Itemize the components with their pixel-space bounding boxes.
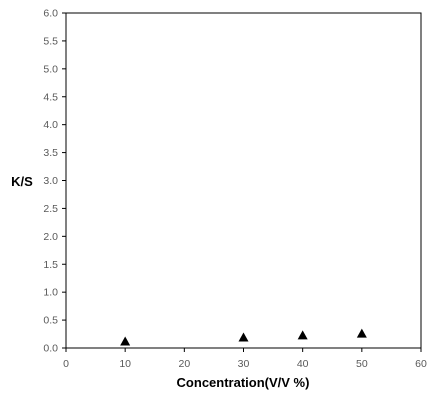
y-tick-label: 4.0 <box>43 119 58 131</box>
x-tick-label: 10 <box>119 358 131 370</box>
plot-area <box>65 12 422 349</box>
y-tick-label: 2.0 <box>43 231 58 243</box>
x-tick-label: 40 <box>297 358 309 370</box>
y-tick-label: 5.5 <box>43 35 58 47</box>
y-tick-label: 3.5 <box>43 147 58 159</box>
x-axis-title: Concentration(V/V %) <box>177 375 310 390</box>
x-axis: 0 10 20 30 40 50 60 <box>63 348 427 370</box>
y-tick-label: 4.5 <box>43 91 58 103</box>
plot-frame <box>65 12 422 349</box>
data-point-triangle <box>120 336 131 346</box>
y-tick-label: 3.0 <box>43 175 58 187</box>
y-tick-label: 6.0 <box>43 8 58 20</box>
x-tick-label: 0 <box>63 358 69 370</box>
x-tick-label: 30 <box>238 358 250 370</box>
x-tick-label: 20 <box>178 358 190 370</box>
y-tick-label: 2.5 <box>43 203 58 215</box>
data-point-triangle <box>238 332 249 342</box>
y-axis: 0.0 0.5 1.0 1.5 2.0 2.5 3.0 3.5 4.0 4.5 5.0 5.5 6.0 <box>43 8 66 355</box>
y-tick-label: 0.0 <box>43 343 58 355</box>
y-tick-label: 5.0 <box>43 63 58 75</box>
x-tick-label: 60 <box>415 358 427 370</box>
data-points <box>120 328 367 346</box>
y-tick-label: 0.5 <box>43 315 58 327</box>
data-point-triangle <box>297 330 308 340</box>
y-tick-label: 1.5 <box>43 259 58 271</box>
data-point-triangle <box>356 328 367 338</box>
x-tick-label: 50 <box>356 358 368 370</box>
y-tick-label: 1.0 <box>43 287 58 299</box>
y-axis-title: K/S <box>11 174 33 189</box>
